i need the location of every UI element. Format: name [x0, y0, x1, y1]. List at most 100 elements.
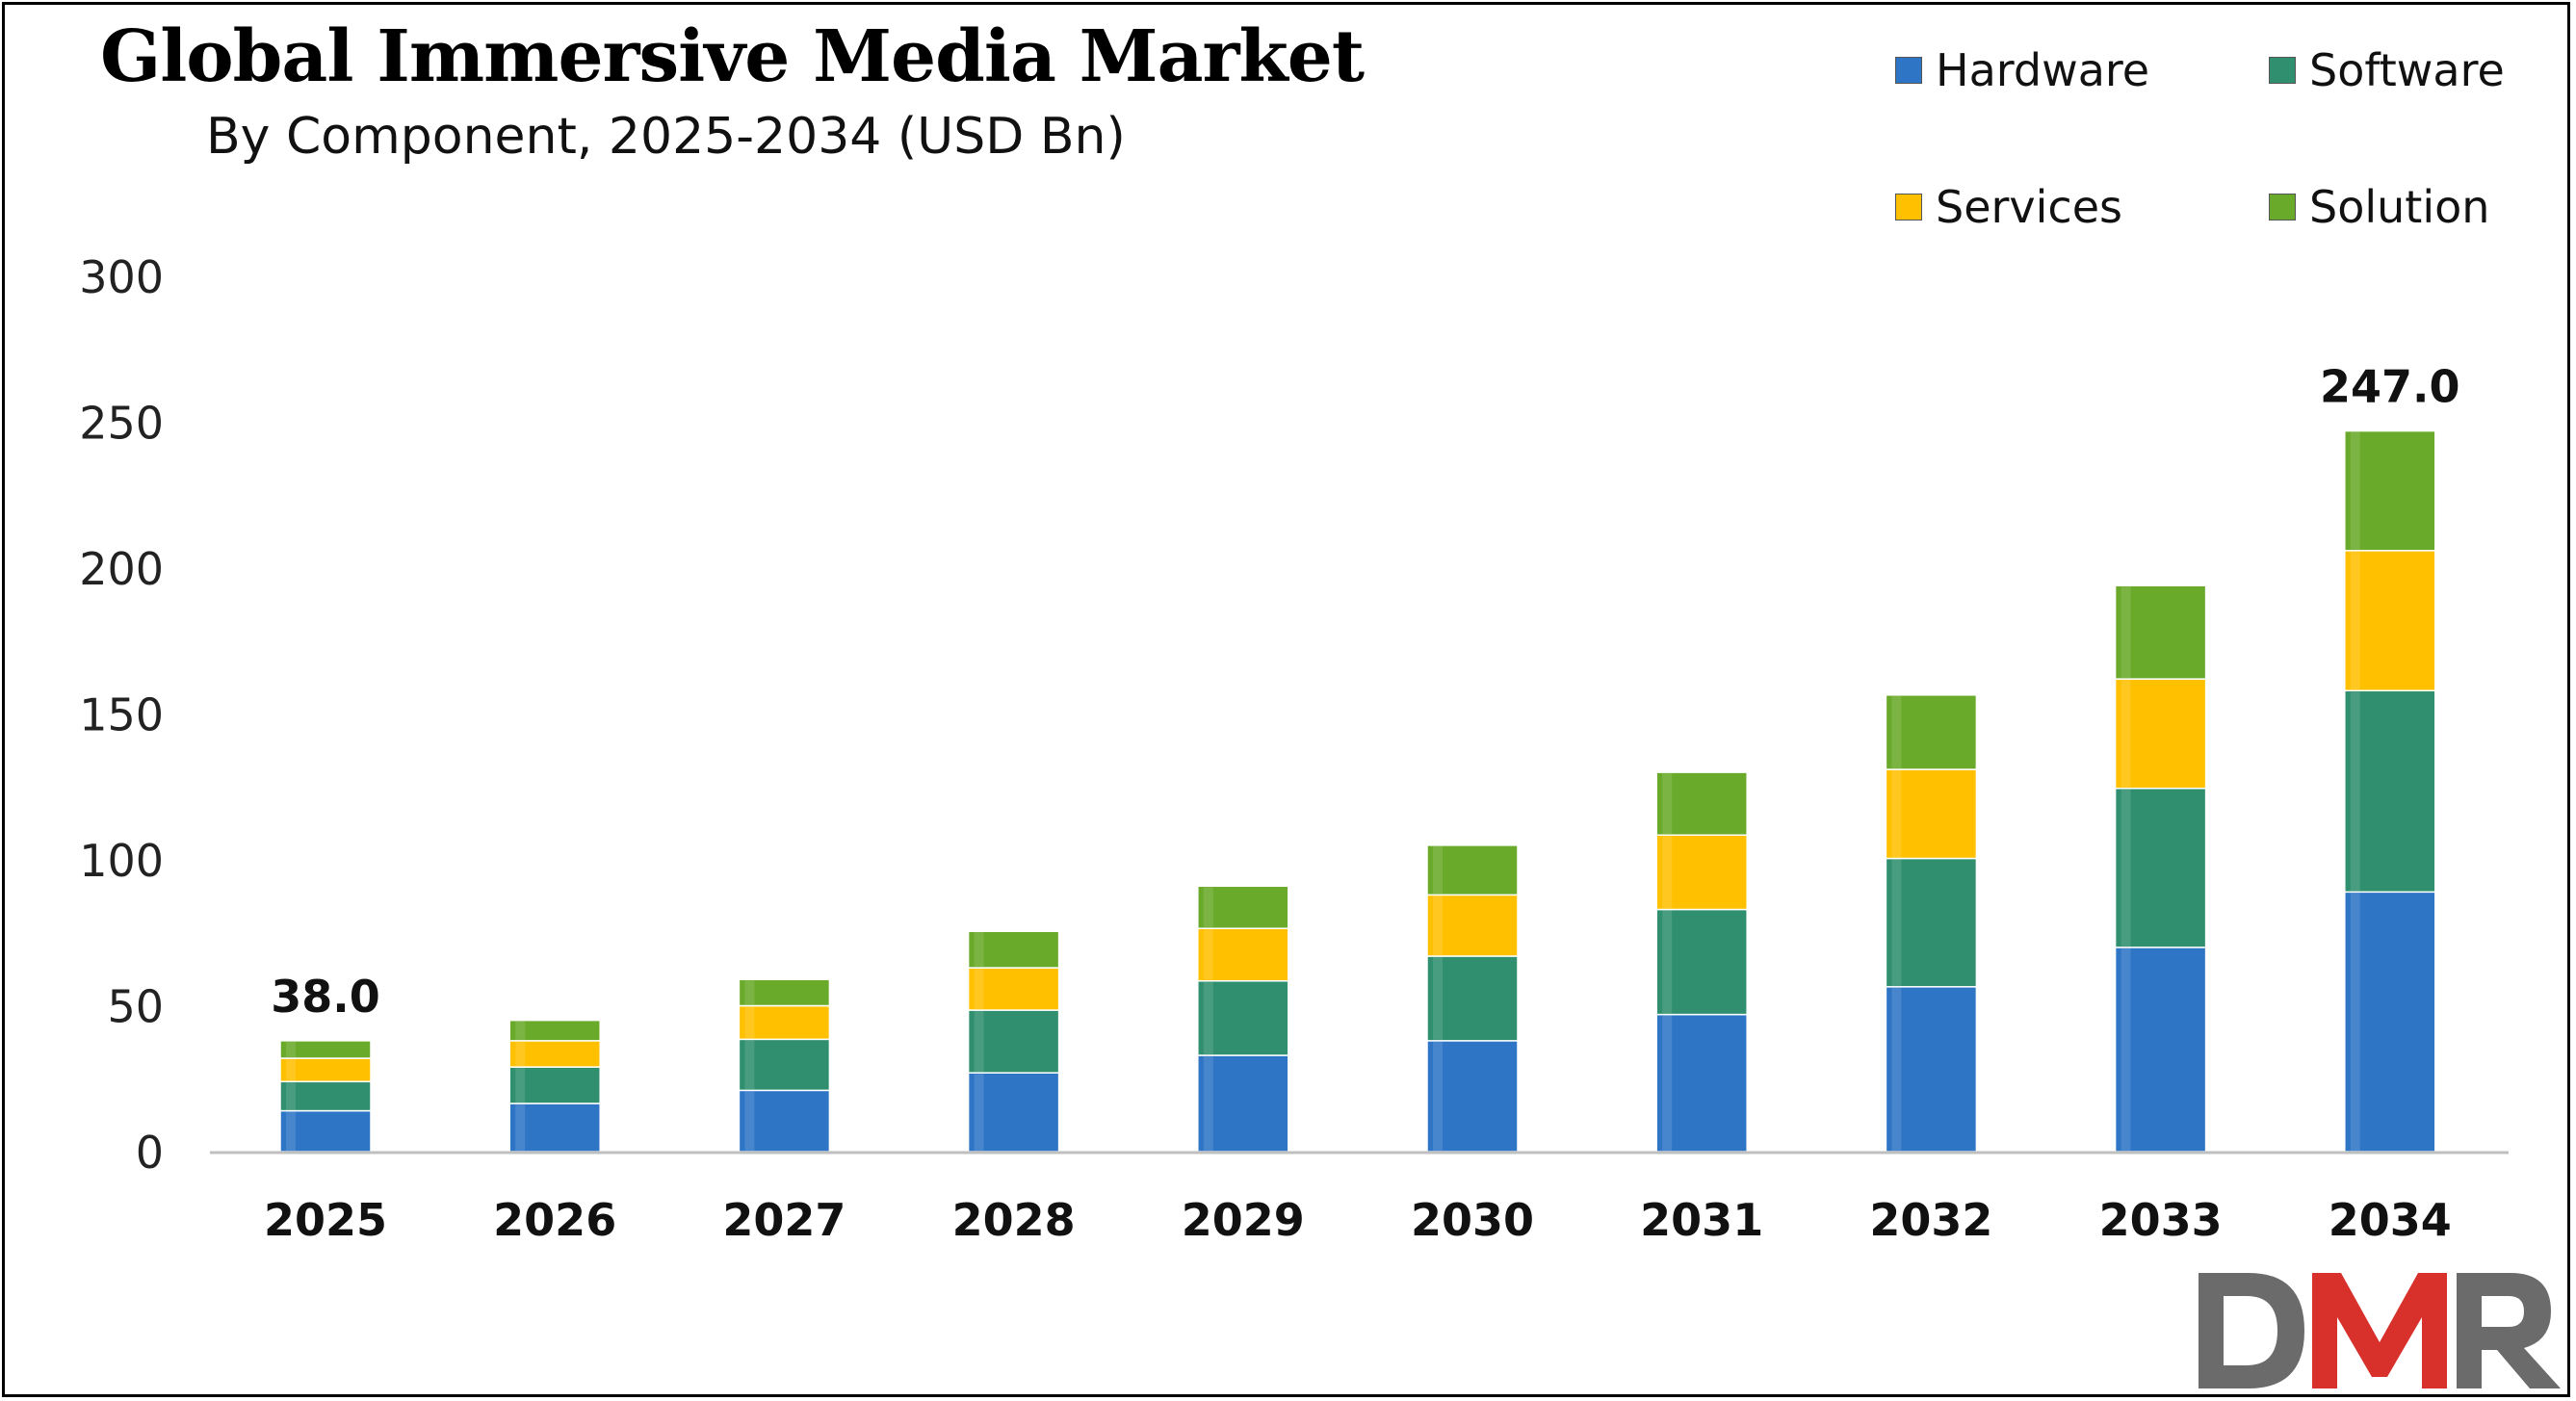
x-tick-label: 2030 — [1411, 1194, 1534, 1246]
bar-highlight — [2350, 431, 2360, 550]
bar-highlight — [744, 1040, 755, 1090]
bar-segment-software-2029 — [1197, 979, 1289, 1056]
bar-segment-solution-2027 — [738, 978, 831, 1007]
bar-highlight — [974, 1074, 984, 1151]
x-tick-label: 2034 — [2329, 1194, 2452, 1246]
legend-swatch-solution — [2269, 194, 2296, 221]
data-label: 38.0 — [271, 971, 380, 1023]
bar-segment-services-2031 — [1655, 834, 1748, 911]
legend-item-services: Services — [1895, 181, 2122, 233]
bar-highlight — [974, 932, 984, 968]
data-label: 247.0 — [2320, 361, 2460, 413]
bar-highlight — [744, 980, 755, 1005]
bar-highlight — [2350, 691, 2360, 892]
legend-swatch-services — [1895, 194, 1922, 221]
x-tick-label: 2026 — [493, 1194, 616, 1246]
bar-segment-services-2030 — [1426, 894, 1519, 957]
chart-subtitle: By Component, 2025-2034 (USD Bn) — [206, 108, 1126, 166]
bar-highlight — [515, 1068, 526, 1103]
y-axis-ticks: 0 50 100 150 200 250 300 — [79, 251, 164, 1179]
bar-highlight — [1203, 887, 1213, 928]
bar-segment-software-2034 — [2344, 689, 2436, 894]
bar-stack-2028 — [967, 930, 1060, 1153]
bar-highlight — [2121, 947, 2131, 1151]
x-tick-label: 2031 — [1640, 1194, 1763, 1246]
logo-letter-r — [2457, 1273, 2561, 1388]
bar-segment-software-2033 — [2114, 788, 2207, 948]
legend-item-solution: Solution — [2269, 181, 2489, 233]
bar-segment-solution-2032 — [1885, 694, 1978, 770]
bar-segment-software-2025 — [279, 1080, 372, 1112]
legend-label-software: Software — [2309, 44, 2505, 96]
bar-highlight — [1203, 929, 1213, 980]
bar-segment-hardware-2032 — [1885, 986, 1978, 1153]
bar-highlight — [515, 1104, 526, 1151]
bar-stack-2030 — [1426, 844, 1519, 1153]
bar-highlight — [1433, 1041, 1443, 1151]
legend-item-hardware: Hardware — [1895, 44, 2149, 96]
bar-highlight — [1891, 695, 1902, 769]
bar-stack-2031 — [1655, 771, 1748, 1153]
bar-segment-hardware-2031 — [1655, 1013, 1748, 1153]
chart-title: Global Immersive Media Market — [100, 15, 1365, 98]
legend-label-solution: Solution — [2309, 181, 2490, 233]
bar-stack-2026 — [508, 1019, 601, 1153]
bar-segment-services-2029 — [1197, 927, 1289, 982]
bar-highlight — [286, 1041, 296, 1058]
legend-label-services: Services — [1936, 181, 2122, 233]
bar-stacks — [279, 429, 2436, 1153]
legend-label-hardware: Hardware — [1936, 44, 2150, 96]
y-tick-label: 50 — [107, 981, 164, 1033]
bar-segment-hardware-2034 — [2344, 891, 2436, 1153]
x-tick-label: 2025 — [264, 1194, 387, 1246]
y-tick-label: 250 — [79, 398, 164, 450]
bar-stack-2029 — [1197, 885, 1289, 1153]
bar-highlight — [2121, 680, 2131, 788]
bar-highlight — [286, 1111, 296, 1151]
bar-segment-services-2034 — [2344, 550, 2436, 692]
bar-highlight — [1662, 836, 1673, 909]
bar-stack-2034 — [2344, 429, 2436, 1153]
bar-segment-software-2027 — [738, 1038, 831, 1092]
bar-highlight — [1203, 981, 1213, 1055]
bar-highlight — [1662, 1015, 1673, 1151]
bar-highlight — [1891, 859, 1902, 986]
bar-highlight — [974, 1011, 984, 1073]
bar-highlight — [744, 1091, 755, 1151]
bar-highlight — [2350, 893, 2360, 1151]
bar-highlight — [1433, 845, 1443, 895]
bar-highlight — [1891, 770, 1902, 858]
bar-highlight — [286, 1082, 296, 1110]
logo-letter-d — [2199, 1273, 2304, 1388]
legend-swatch-software — [2269, 57, 2296, 84]
bar-stack-2027 — [738, 978, 831, 1153]
bar-segment-hardware-2027 — [738, 1089, 831, 1153]
bar-segment-solution-2025 — [279, 1040, 372, 1059]
bar-stack-2033 — [2114, 584, 2207, 1153]
logo-letter-m — [2312, 1273, 2447, 1388]
bar-highlight — [2121, 586, 2131, 679]
y-tick-label: 100 — [79, 835, 164, 887]
bar-highlight — [1203, 1056, 1213, 1151]
bar-segment-solution-2033 — [2114, 584, 2207, 680]
x-tick-label: 2029 — [1182, 1194, 1305, 1246]
x-tick-label: 2028 — [952, 1194, 1076, 1246]
bar-highlight — [1891, 987, 1902, 1151]
bar-highlight — [1433, 956, 1443, 1040]
legend-item-software: Software — [2269, 44, 2505, 96]
y-tick-label: 300 — [79, 251, 164, 303]
bar-highlight — [515, 1021, 526, 1040]
x-tick-label: 2032 — [1869, 1194, 1992, 1246]
x-axis-ticks: 2025 2026 2027 2028 2029 2030 2031 2032 2033 2034 — [264, 1194, 2452, 1246]
bar-highlight — [2121, 789, 2131, 947]
bar-segment-solution-2026 — [508, 1019, 601, 1042]
bar-segment-solution-2030 — [1426, 844, 1519, 896]
bar-segment-hardware-2029 — [1197, 1054, 1289, 1153]
bar-highlight — [515, 1041, 526, 1067]
bar-highlight — [286, 1059, 296, 1081]
legend-swatch-hardware — [1895, 57, 1922, 84]
bar-segment-software-2031 — [1655, 908, 1748, 1016]
bar-highlight — [744, 1006, 755, 1039]
bar-segment-hardware-2025 — [279, 1109, 372, 1153]
bar-highlight — [1433, 895, 1443, 955]
